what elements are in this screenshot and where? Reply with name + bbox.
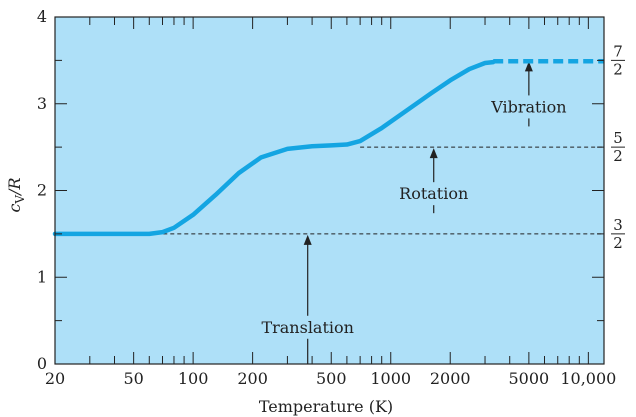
annotation-label-0: Translation <box>261 318 354 337</box>
annotation-label-1: Rotation <box>399 184 468 203</box>
fraction-denominator: 2 <box>613 60 623 78</box>
reference-lines <box>149 146 604 235</box>
x-tick-label-7: 5000 <box>509 369 550 388</box>
y-tick-label-0: 0 <box>37 354 47 373</box>
plot-area <box>55 17 604 364</box>
x-tick-label-6: 2000 <box>430 369 471 388</box>
x-axis-title: Temperature (K) <box>259 397 393 416</box>
heat-capacity-curve <box>52 59 496 237</box>
x-tick-label-2: 100 <box>178 369 209 388</box>
x-tick-label-8: 10,000 <box>560 369 616 388</box>
y-axis-title: cV/R <box>5 177 27 212</box>
right-fraction-1: 52 <box>611 129 625 165</box>
annotation-arrow-head-2 <box>524 61 533 72</box>
right-fraction-2: 72 <box>611 42 625 78</box>
plot-frame <box>54 16 605 365</box>
y-tick-label-2: 2 <box>37 181 47 200</box>
fraction-numerator: 5 <box>613 129 623 147</box>
x-tick-label-1: 50 <box>123 369 143 388</box>
x-tick-label-5: 1000 <box>370 369 411 388</box>
y-title-rest: /R <box>5 177 24 196</box>
x-tick-label-4: 500 <box>316 369 347 388</box>
annotation-arrows <box>303 61 533 364</box>
y-title-base: c <box>5 204 24 213</box>
x-tick-label-0: 20 <box>45 369 65 388</box>
y-title-sub: V <box>13 195 27 205</box>
y-tick-label-3: 3 <box>37 94 47 113</box>
fraction-denominator: 2 <box>613 234 623 252</box>
annotation-arrow-head-0 <box>303 234 312 245</box>
tick-labels: 20 50 100 200 500 1000 2000 5000 10,000 0 1 2 3 4 <box>37 7 617 388</box>
y-tick-label-4: 4 <box>37 7 47 26</box>
right-fraction-0: 32 <box>611 216 625 252</box>
x-tick-label-3: 200 <box>237 369 268 388</box>
annotation-labels: Translation Rotation Vibration <box>261 97 566 336</box>
fraction-numerator: 7 <box>613 42 623 60</box>
fraction-denominator: 2 <box>613 147 623 165</box>
fraction-numerator: 3 <box>613 216 623 234</box>
annotation-arrow-head-1 <box>429 148 438 159</box>
y-tick-label-1: 1 <box>37 267 47 286</box>
annotation-label-2: Vibration <box>490 97 566 116</box>
